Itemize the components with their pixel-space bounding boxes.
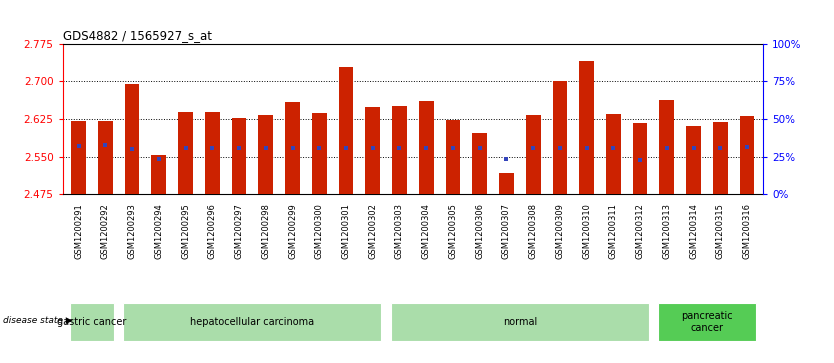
- Text: GSM1200309: GSM1200309: [555, 203, 565, 259]
- Text: GSM1200307: GSM1200307: [502, 203, 511, 259]
- Bar: [123, 303, 381, 341]
- Text: GSM1200308: GSM1200308: [529, 203, 538, 259]
- Text: GDS4882 / 1565927_s_at: GDS4882 / 1565927_s_at: [63, 29, 212, 42]
- Bar: [445, 120, 460, 194]
- Text: disease state ▶: disease state ▶: [3, 316, 73, 325]
- Bar: [365, 107, 380, 194]
- Text: GSM1200303: GSM1200303: [395, 203, 404, 259]
- Text: normal: normal: [503, 317, 537, 327]
- Text: GSM1200292: GSM1200292: [101, 203, 110, 259]
- Bar: [606, 114, 620, 194]
- Text: GSM1200304: GSM1200304: [422, 203, 430, 259]
- Text: GSM1200315: GSM1200315: [716, 203, 725, 259]
- Bar: [71, 121, 86, 194]
- Text: GSM1200296: GSM1200296: [208, 203, 217, 259]
- Text: GSM1200302: GSM1200302: [369, 203, 377, 259]
- Text: GSM1200291: GSM1200291: [74, 203, 83, 259]
- Bar: [525, 115, 540, 194]
- Text: GSM1200298: GSM1200298: [261, 203, 270, 259]
- Bar: [686, 126, 701, 194]
- Bar: [339, 67, 354, 194]
- Text: gastric cancer: gastric cancer: [58, 317, 127, 327]
- Bar: [740, 116, 755, 194]
- Bar: [660, 100, 674, 194]
- Text: GSM1200305: GSM1200305: [449, 203, 457, 259]
- Bar: [312, 113, 327, 194]
- Bar: [713, 122, 728, 194]
- Bar: [580, 61, 594, 194]
- Text: GSM1200311: GSM1200311: [609, 203, 618, 259]
- Text: GSM1200316: GSM1200316: [742, 203, 751, 259]
- Text: GSM1200312: GSM1200312: [636, 203, 645, 259]
- Bar: [285, 102, 300, 194]
- Bar: [499, 173, 514, 194]
- Text: GSM1200310: GSM1200310: [582, 203, 591, 259]
- Text: GSM1200294: GSM1200294: [154, 203, 163, 259]
- Bar: [633, 123, 647, 194]
- Text: GSM1200295: GSM1200295: [181, 203, 190, 259]
- Text: pancreatic
cancer: pancreatic cancer: [681, 311, 733, 333]
- Bar: [658, 303, 756, 341]
- Text: GSM1200300: GSM1200300: [314, 203, 324, 259]
- Text: GSM1200313: GSM1200313: [662, 203, 671, 259]
- Text: GSM1200299: GSM1200299: [288, 203, 297, 259]
- Bar: [178, 113, 193, 194]
- Bar: [419, 101, 434, 194]
- Bar: [98, 121, 113, 194]
- Text: GSM1200293: GSM1200293: [128, 203, 137, 259]
- Bar: [152, 155, 166, 194]
- Bar: [125, 84, 139, 194]
- Bar: [391, 303, 649, 341]
- Bar: [392, 106, 407, 194]
- Bar: [472, 134, 487, 194]
- Text: hepatocellular carcinoma: hepatocellular carcinoma: [190, 317, 314, 327]
- Bar: [259, 115, 273, 194]
- Text: GSM1200306: GSM1200306: [475, 203, 485, 259]
- Text: GSM1200301: GSM1200301: [341, 203, 350, 259]
- Bar: [70, 303, 114, 341]
- Text: GSM1200314: GSM1200314: [689, 203, 698, 259]
- Bar: [232, 118, 246, 194]
- Bar: [205, 113, 219, 194]
- Text: GSM1200297: GSM1200297: [234, 203, 244, 259]
- Bar: [553, 81, 567, 194]
